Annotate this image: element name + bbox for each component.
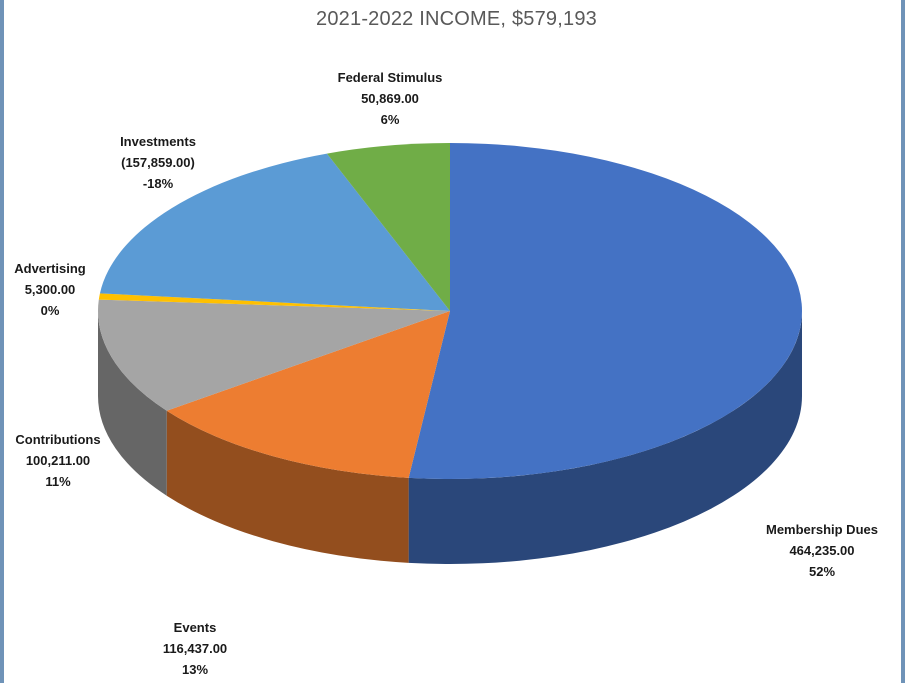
pie-slice-federal-stimulus — [326, 143, 450, 311]
slice-value: 116,437.00 — [163, 641, 227, 656]
slice-percent: 0% — [41, 303, 60, 318]
pie-slice-advertising — [98, 293, 451, 311]
pie-slice-contributions — [98, 299, 451, 411]
pie-slice-events — [166, 311, 451, 478]
slice-name: Contributions — [15, 432, 100, 447]
slice-name: Events — [174, 620, 217, 635]
pie-slice-membership-dues — [408, 143, 803, 480]
slice-label-membership-dues: Membership Dues 464,235.00 52% — [766, 522, 878, 579]
slice-label-federal-stimulus: Federal Stimulus 50,869.00 6% — [338, 70, 443, 127]
slice-name: Federal Stimulus — [338, 70, 443, 85]
pie-chart: Membership Dues 464,235.00 52% Events 116,43… — [14, 70, 878, 677]
pie-side-membership-dues — [408, 311, 802, 564]
slice-label-investments: Investments (157,859.00) -18% — [120, 134, 196, 191]
pie-side-walls — [98, 311, 802, 564]
chart-title: 2021-2022 INCOME, $579,193 — [316, 8, 597, 30]
pie-side-events — [166, 410, 409, 563]
slice-percent: 52% — [809, 564, 835, 579]
slice-name: Investments — [120, 134, 196, 149]
pie-labels: Membership Dues 464,235.00 52% Events 116,43… — [14, 70, 878, 677]
slice-percent: -18% — [143, 176, 174, 191]
slice-percent: 13% — [182, 662, 208, 677]
slice-label-advertising: Advertising 5,300.00 0% — [14, 261, 86, 318]
pie-side-contributions — [98, 311, 167, 496]
slice-value: (157,859.00) — [121, 155, 195, 170]
pie-slice-investments — [99, 153, 451, 311]
slice-value: 100,211.00 — [26, 453, 90, 468]
slice-value: 464,235.00 — [789, 543, 854, 558]
slice-label-events: Events 116,437.00 13% — [163, 620, 227, 677]
slice-label-contributions: Contributions 100,211.00 11% — [15, 432, 100, 489]
slice-percent: 6% — [381, 112, 400, 127]
slice-value: 50,869.00 — [361, 91, 419, 106]
slice-percent: 11% — [45, 474, 71, 489]
slice-name: Membership Dues — [766, 522, 878, 537]
pie-top-faces — [98, 143, 803, 480]
slice-value: 5,300.00 — [25, 282, 76, 297]
slice-name: Advertising — [14, 261, 86, 276]
